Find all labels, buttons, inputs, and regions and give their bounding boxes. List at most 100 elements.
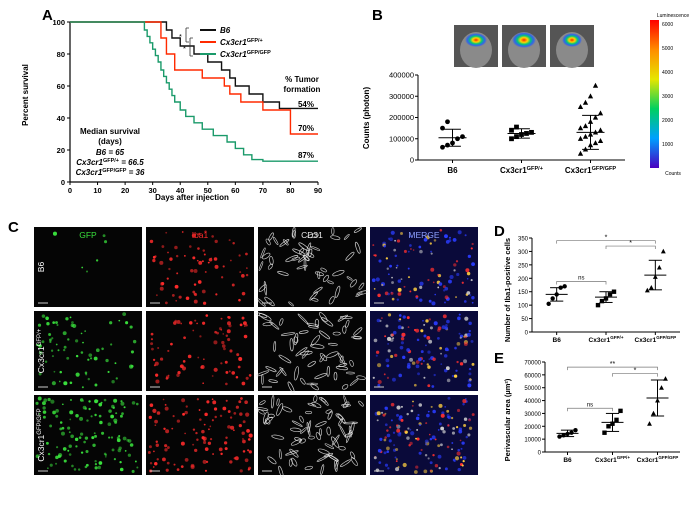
- micrograph-cell: [419, 423, 422, 426]
- micrograph-cell: [79, 398, 84, 402]
- micrograph-cell: [211, 375, 214, 377]
- micrograph-vessel: [310, 245, 321, 251]
- micrograph-cell: [174, 284, 179, 289]
- micrograph-cell: [420, 362, 423, 365]
- iba1-point: [652, 274, 658, 279]
- colorbar-tick-label: 6000: [662, 22, 673, 28]
- micrograph-cell: [425, 235, 430, 240]
- micrograph-cell: [183, 336, 186, 340]
- micrograph-vessel: [358, 282, 365, 290]
- micrograph-cell: [151, 347, 154, 351]
- micrograph-cell: [446, 445, 450, 449]
- micrograph-cell: [101, 347, 104, 351]
- micrograph-vessel: [315, 421, 327, 428]
- panel-letter-a: A: [42, 7, 53, 24]
- micrograph-column-label: GFP: [79, 230, 97, 240]
- micrograph-cell: [444, 286, 449, 291]
- micrograph-cell: [97, 465, 101, 470]
- micrograph-cell: [431, 435, 436, 440]
- perivascular-point: [655, 397, 660, 403]
- micrograph-vessel: [260, 247, 266, 259]
- survival-x-tick-label: 50: [204, 186, 212, 195]
- micrograph-vessel: [296, 264, 308, 270]
- micrograph-cell: [43, 398, 48, 403]
- median-het: Cx3cr1GFP/+ = 66.5: [76, 158, 144, 167]
- micrograph-vessel: [258, 409, 265, 415]
- micrograph-cell: [396, 405, 401, 410]
- micrograph-cell: [159, 260, 164, 265]
- micrograph-vessel: [289, 338, 294, 352]
- bioluminescence-category-label: Cx3cr1GFP/+: [500, 166, 544, 175]
- micrograph-vessel: [277, 270, 289, 276]
- micrograph-cell: [406, 436, 410, 440]
- micrograph-cell: [174, 319, 178, 323]
- micrograph-vessel: [311, 298, 319, 302]
- micrograph-cell: [383, 245, 386, 248]
- micrograph-cell: [127, 453, 132, 457]
- micrograph-vessel: [346, 276, 353, 281]
- micrograph-cell: [428, 299, 432, 303]
- micrograph-bg: [146, 227, 254, 307]
- bioluminescence-point: [577, 125, 584, 131]
- panel-letter-e: E: [494, 350, 504, 367]
- micrograph-cell: [159, 286, 164, 291]
- micrograph-cell: [120, 401, 125, 406]
- micrograph-cell: [395, 266, 398, 269]
- micrograph-cell: [411, 404, 414, 407]
- bioluminescence-point: [577, 135, 584, 141]
- micrograph-cell: [460, 456, 463, 459]
- micrograph-vessel: [320, 267, 327, 273]
- micrograph-cell: [195, 431, 198, 435]
- bioluminescence-point: [587, 93, 594, 99]
- micrograph-vessel: [322, 274, 330, 282]
- micrograph-cell: [203, 440, 207, 445]
- micrograph-cell: [204, 230, 207, 234]
- survival-y-tick-label: 40: [57, 114, 65, 123]
- micrograph-vessel: [350, 451, 356, 460]
- micrograph-cell: [225, 370, 229, 374]
- sig-star-2: *: [183, 44, 186, 53]
- micrograph-cell: [86, 419, 89, 422]
- micrograph-cell: [118, 435, 121, 438]
- micrograph-cell: [400, 326, 404, 330]
- micrograph-cell: [444, 295, 449, 300]
- micrograph-cell: [463, 424, 467, 428]
- micrograph-vessel: [327, 342, 338, 346]
- micrograph-cell: [396, 264, 399, 267]
- micrograph-cell: [174, 245, 178, 250]
- micrograph-cell: [66, 356, 70, 360]
- bioluminescence-y-tick-label: 400000: [389, 71, 414, 80]
- micrograph-cell: [399, 415, 403, 419]
- micrograph-cell: [470, 339, 474, 343]
- micrograph-cell: [75, 339, 79, 343]
- micrograph-cell: [155, 379, 160, 384]
- micrograph-cell: [248, 374, 252, 377]
- median-b6: B6 = 65: [96, 148, 125, 157]
- colorbar-tick-label: 1000: [662, 142, 673, 148]
- micrograph-cell: [83, 440, 86, 444]
- micrograph-cell: [418, 403, 423, 407]
- micrograph-cell: [418, 451, 422, 455]
- survival-y-tick-label: 80: [57, 50, 65, 59]
- micrograph-cell: [107, 422, 112, 426]
- micrograph-cell: [428, 358, 431, 361]
- micrograph-cell: [387, 336, 392, 342]
- micrograph-cell: [201, 429, 205, 434]
- micrograph-vessel: [276, 403, 284, 416]
- micrograph-cell: [400, 418, 404, 422]
- micrograph-cell: [202, 301, 207, 305]
- micrograph-cell: [214, 330, 217, 334]
- micrograph-cell: [426, 413, 430, 418]
- micrograph-cell: [176, 373, 180, 377]
- micrograph-cell: [95, 259, 99, 262]
- micrograph-cell: [84, 436, 89, 440]
- micrograph-vessel: [279, 239, 290, 247]
- micrograph-cell: [377, 379, 382, 385]
- micrograph-vessel: [332, 331, 341, 336]
- micrograph-vessel: [298, 242, 310, 251]
- micrograph-cell: [201, 260, 204, 263]
- survival-y-tick-label: 20: [57, 146, 65, 155]
- micrograph-cell: [38, 412, 41, 415]
- micrograph-vessel: [337, 314, 349, 322]
- perivascular-y-tick-label: 70000: [524, 361, 541, 367]
